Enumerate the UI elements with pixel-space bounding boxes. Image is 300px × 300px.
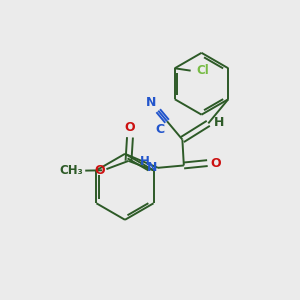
Text: O: O bbox=[94, 164, 105, 177]
Text: N: N bbox=[147, 161, 157, 174]
Text: Cl: Cl bbox=[196, 64, 209, 77]
Text: H: H bbox=[140, 155, 150, 168]
Text: O: O bbox=[125, 121, 135, 134]
Text: H: H bbox=[214, 116, 224, 129]
Text: CH₃: CH₃ bbox=[59, 164, 83, 177]
Text: C: C bbox=[156, 123, 165, 136]
Text: O: O bbox=[210, 157, 221, 169]
Text: N: N bbox=[146, 96, 156, 109]
